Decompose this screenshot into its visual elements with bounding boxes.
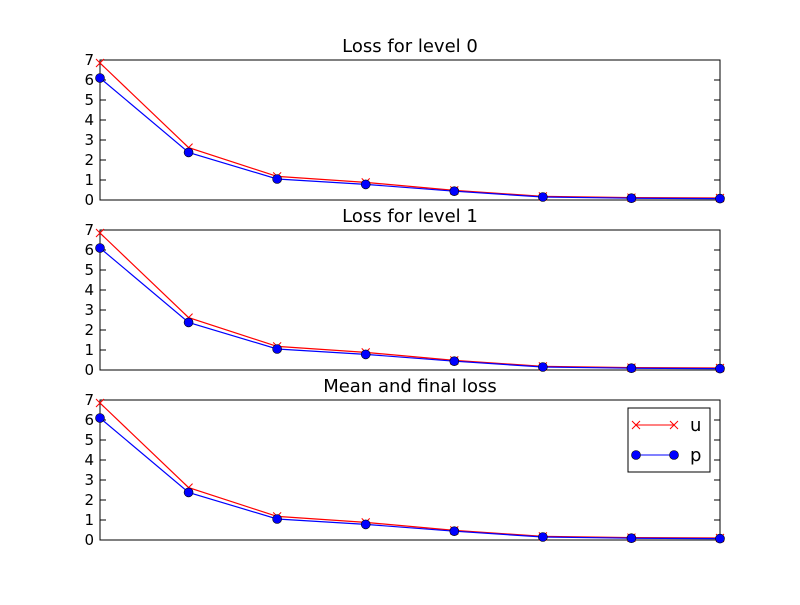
plot-area: [99, 59, 721, 201]
subplot-title: Loss for level 0: [342, 36, 478, 57]
y-tick-label: 0: [84, 361, 94, 379]
series-line-u: [99, 402, 721, 539]
y-tick-label: 5: [84, 431, 94, 449]
data-point-u: [95, 228, 105, 238]
data-point-p: [715, 193, 725, 204]
y-tick-label: 3: [84, 471, 94, 489]
series-line-p: [99, 247, 721, 370]
legend-label-u: u: [690, 415, 701, 436]
y-tick-label: 6: [84, 241, 94, 259]
data-point-p: [360, 179, 371, 190]
series-line-p: [99, 417, 721, 540]
data-point-p: [449, 186, 460, 196]
data-point-p: [626, 363, 637, 374]
data-point-p: [272, 514, 282, 524]
subplot-title: Mean and final loss: [323, 376, 497, 397]
y-tick-label: 1: [84, 341, 94, 359]
data-point-p: [183, 147, 194, 158]
data-point-p: [95, 73, 105, 83]
data-point-u: [95, 58, 105, 68]
data-point-p: [272, 344, 282, 354]
data-point-p: [449, 526, 460, 537]
data-point-p: [449, 356, 460, 367]
legend-label-p: p: [690, 445, 701, 466]
subplot-loss-level-0: Loss for level 0 0 1 2 3 4 5 6 7: [84, 36, 725, 209]
legend: u p: [627, 407, 711, 473]
data-point-p: [538, 362, 548, 372]
y-tick-label: 2: [84, 491, 94, 509]
legend-entry-p: p: [631, 445, 701, 466]
data-point-u: [95, 398, 105, 408]
subplot-loss-level-1: Loss for level 1 0 1 2 3 4 5 6 7: [84, 206, 725, 379]
y-tick-label: 4: [84, 281, 94, 299]
subplot-title: Loss for level 1: [342, 206, 478, 227]
plot-area: [99, 399, 721, 541]
series-line-p: [99, 77, 721, 200]
plot-area: [99, 229, 721, 371]
y-tick-label: 5: [84, 91, 94, 109]
y-tick-label: 6: [84, 411, 94, 429]
y-tick-label: 2: [84, 151, 94, 169]
data-point-p: [538, 532, 548, 542]
y-axis: 0 1 2 3 4 5 6 7: [84, 221, 720, 379]
data-point-p: [360, 349, 371, 360]
data-point-p: [626, 193, 637, 203]
data-point-p: [715, 363, 725, 374]
data-point-p: [538, 192, 548, 202]
y-tick-label: 7: [84, 391, 94, 409]
legend-marker-circle-icon: [669, 450, 679, 460]
data-point-p: [360, 519, 371, 530]
data-point-p: [183, 487, 194, 498]
data-point-p: [95, 413, 105, 423]
data-point-p: [626, 533, 637, 544]
series-layer: [95, 398, 725, 544]
subplot-mean-and-final-loss: Mean and final loss 0 1 2 3 4 5 6 7 u p: [84, 376, 725, 549]
y-tick-label: 3: [84, 131, 94, 149]
y-tick-label: 3: [84, 301, 94, 319]
y-tick-label: 0: [84, 191, 94, 209]
y-tick-label: 4: [84, 111, 94, 129]
y-tick-label: 1: [84, 171, 94, 189]
data-point-p: [715, 533, 725, 544]
legend-box: [627, 407, 711, 473]
series-layer: [95, 228, 725, 374]
legend-marker-x-icon: [631, 420, 679, 430]
data-point-p: [272, 174, 282, 184]
y-tick-label: 5: [84, 261, 94, 279]
y-axis: 0 1 2 3 4 5 6 7: [84, 51, 720, 209]
data-point-p: [183, 317, 194, 328]
y-tick-label: 1: [84, 511, 94, 529]
y-tick-label: 4: [84, 451, 94, 469]
legend-entry-u: u: [631, 415, 701, 436]
y-tick-label: 7: [84, 51, 94, 69]
series-layer: [95, 58, 725, 204]
y-tick-label: 2: [84, 321, 94, 339]
y-tick-label: 0: [84, 531, 94, 549]
y-tick-label: 7: [84, 221, 94, 239]
data-point-p: [95, 243, 105, 253]
legend-marker-circle-icon: [631, 450, 641, 460]
y-tick-label: 6: [84, 71, 94, 89]
